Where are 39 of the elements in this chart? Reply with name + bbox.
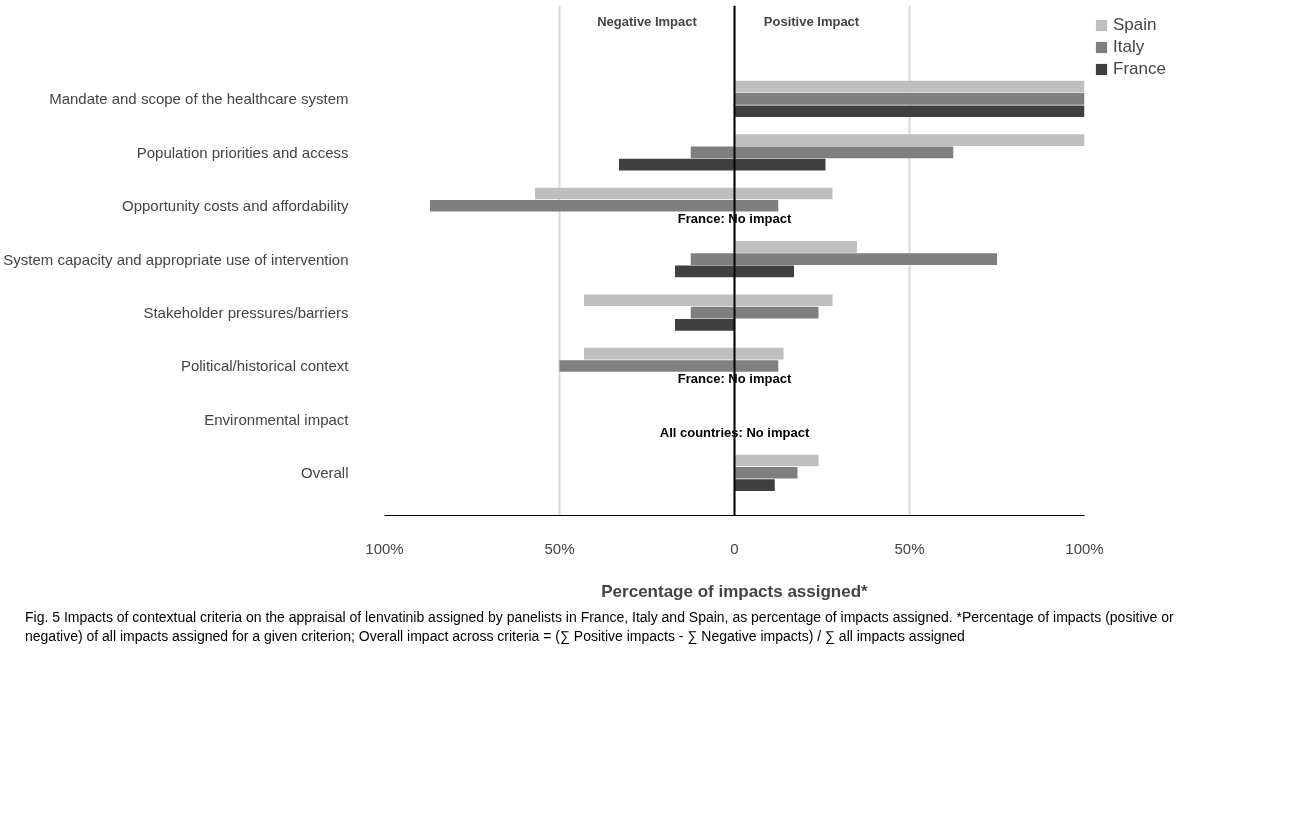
x-tick-label: 50% <box>544 539 575 557</box>
x-tick-label: 0 <box>730 539 739 557</box>
y-tick-label: Stakeholder pressures/barriers <box>143 304 349 322</box>
y-tick-label: Overall <box>300 464 349 482</box>
bar <box>734 479 775 491</box>
bar <box>734 134 1085 146</box>
x-tick-label: 50% <box>894 539 925 557</box>
y-tick-label: System capacity and appropriate use of intervention <box>3 250 349 268</box>
x-axis-title: Percentage of impacts assigned* <box>601 581 869 601</box>
x-tick-label: 100% <box>1065 539 1104 557</box>
legend-label: Spain <box>1113 15 1157 35</box>
y-tick-label: Environmental impact <box>204 410 350 428</box>
bar <box>690 253 997 265</box>
bar <box>690 146 954 159</box>
bar <box>734 80 1085 93</box>
text: Negative Impact <box>597 14 698 30</box>
bar <box>619 158 826 171</box>
bar <box>675 265 794 278</box>
bar <box>690 306 819 319</box>
legend-label: Italy <box>1113 37 1145 57</box>
bar <box>584 347 784 360</box>
bar <box>734 105 1085 118</box>
y-tick-label: Political/historical context <box>180 357 350 375</box>
bar <box>734 454 819 467</box>
text: Positive Impact <box>763 14 860 30</box>
bar <box>535 187 833 200</box>
y-tick-label: Opportunity costs and affordability <box>121 197 349 215</box>
bar <box>675 319 735 331</box>
x-tick-label: 100% <box>365 539 404 557</box>
bar <box>430 199 779 212</box>
y-tick-label: Population priorities and access <box>136 143 349 161</box>
bar <box>559 360 779 372</box>
bar <box>734 241 857 253</box>
bar <box>734 466 798 479</box>
bar <box>584 294 833 307</box>
caption: Fig. 5 Impacts of contextual criteria on the appraisal of lenvatinib assigned by panelists in France, Italy and Spain, as percentage of impacts assigned. *Percentage of impacts (positive or negative) of all impacts assigned for a given criterion; Overall impact across criteria = (∑ Positive impacts - ∑ Negative impacts) / ∑ all impacts assigned <box>25 608 1175 646</box>
legend-label: France <box>1113 59 1166 79</box>
bar <box>734 93 1085 105</box>
y-tick-label: Mandate and scope of the healthcare system <box>49 90 349 108</box>
